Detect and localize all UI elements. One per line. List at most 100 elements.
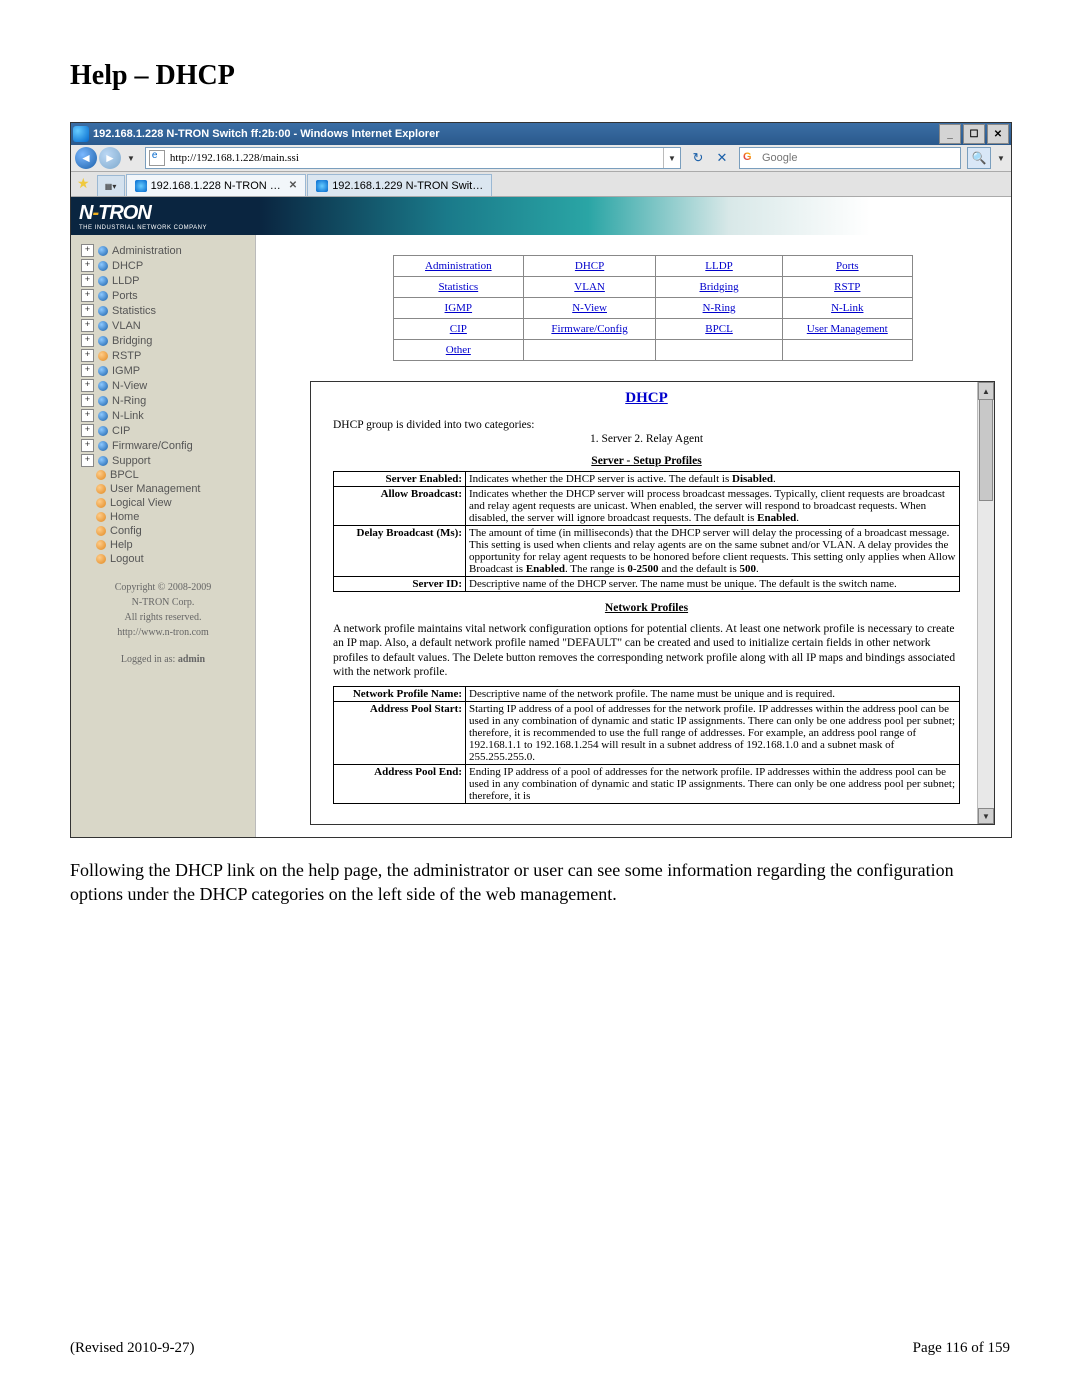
history-dropdown[interactable]: ▼ — [123, 154, 139, 163]
sidebar-item-user-management[interactable]: User Management — [71, 482, 255, 496]
help-link-igmp[interactable]: IGMP — [445, 302, 473, 314]
help-link-bridging[interactable]: Bridging — [699, 281, 738, 293]
scroll-thumb[interactable] — [979, 399, 993, 501]
search-dropdown[interactable]: ▼ — [995, 154, 1007, 163]
search-go-button[interactable]: 🔍 — [967, 147, 991, 169]
expand-icon[interactable]: + — [81, 334, 94, 347]
sidebar-item-config[interactable]: Config — [71, 524, 255, 538]
bullet-icon — [96, 484, 106, 494]
quicktabs-button[interactable]: ▦▾ — [97, 175, 125, 196]
bullet-icon — [98, 261, 108, 271]
sidebar-item-statistics[interactable]: +Statistics — [71, 303, 255, 318]
help-link-administration[interactable]: Administration — [425, 260, 492, 272]
help-link-statistics[interactable]: Statistics — [438, 281, 478, 293]
help-link-n-link[interactable]: N-Link — [831, 302, 863, 314]
profile-value: Indicates whether the DHCP server will p… — [466, 487, 960, 526]
help-link-rstp[interactable]: RSTP — [834, 281, 860, 293]
help-link-dhcp[interactable]: DHCP — [575, 260, 604, 272]
expand-icon[interactable]: + — [81, 244, 94, 257]
sidebar-item-label: LLDP — [112, 275, 255, 287]
sidebar-item-igmp[interactable]: +IGMP — [71, 363, 255, 378]
sidebar-item-logout[interactable]: Logout — [71, 552, 255, 566]
ntron-url[interactable]: http://www.n-tron.com — [117, 627, 209, 638]
help-link-firmware-config[interactable]: Firmware/Config — [551, 323, 627, 335]
bullet-icon — [96, 540, 106, 550]
url-input[interactable] — [168, 149, 663, 167]
sidebar-item-bpcl[interactable]: BPCL — [71, 468, 255, 482]
sidebar-item-support[interactable]: +Support — [71, 453, 255, 468]
help-scrollbar[interactable]: ▲ ▼ — [977, 382, 994, 824]
expand-icon[interactable]: + — [81, 274, 94, 287]
expand-icon[interactable]: + — [81, 364, 94, 377]
expand-icon[interactable]: + — [81, 439, 94, 452]
sidebar-item-vlan[interactable]: +VLAN — [71, 318, 255, 333]
expand-icon[interactable]: + — [81, 379, 94, 392]
help-link-n-ring[interactable]: N-Ring — [703, 302, 736, 314]
sidebar-item-cip[interactable]: +CIP — [71, 423, 255, 438]
favorites-icon[interactable]: ★ — [77, 175, 90, 192]
sidebar-item-logical-view[interactable]: Logical View — [71, 496, 255, 510]
search-input[interactable] — [760, 148, 960, 168]
expand-icon[interactable]: + — [81, 454, 94, 467]
address-bar[interactable]: ▼ — [145, 147, 681, 169]
forward-button[interactable]: ► — [99, 147, 121, 169]
sidebar-item-help[interactable]: Help — [71, 538, 255, 552]
sidebar-item-administration[interactable]: + Administration — [71, 243, 255, 258]
sidebar-item-dhcp[interactable]: +DHCP — [71, 258, 255, 273]
close-button[interactable]: ✕ — [987, 124, 1009, 144]
bullet-icon — [98, 306, 108, 316]
help-link-cip[interactable]: CIP — [450, 323, 467, 335]
help-link-user-management[interactable]: User Management — [807, 323, 888, 335]
sidebar-item-label: N-View — [112, 380, 255, 392]
bullet-icon — [98, 411, 108, 421]
expand-icon[interactable]: + — [81, 409, 94, 422]
sidebar-item-home[interactable]: Home — [71, 510, 255, 524]
address-dropdown[interactable]: ▼ — [663, 148, 680, 168]
network-profiles-table: Network Profile Name:Descriptive name of… — [333, 686, 960, 804]
sidebar-item-bridging[interactable]: + Bridging — [71, 333, 255, 348]
expand-icon[interactable]: + — [81, 394, 94, 407]
tab-close-icon[interactable]: ✕ — [285, 180, 297, 191]
sidebar-item-label: User Management — [110, 483, 255, 495]
help-link-n-view[interactable]: N-View — [572, 302, 607, 314]
scroll-up-button[interactable]: ▲ — [978, 382, 994, 400]
expand-icon[interactable]: + — [81, 424, 94, 437]
sidebar-item-label: Ports — [112, 290, 255, 302]
page-icon — [149, 150, 165, 166]
sidebar-item-lldp[interactable]: + LLDP — [71, 273, 255, 288]
window-title: 192.168.1.228 N-TRON Switch ff:2b:00 - W… — [93, 128, 937, 140]
profile-value: Starting IP address of a pool of address… — [466, 701, 960, 764]
sidebar-item-rstp[interactable]: +RSTP — [71, 348, 255, 363]
expand-icon[interactable]: + — [81, 259, 94, 272]
sidebar-item-label: Administration — [112, 245, 255, 257]
expand-icon[interactable]: + — [81, 349, 94, 362]
help-link-vlan[interactable]: VLAN — [574, 281, 605, 293]
expand-icon[interactable]: + — [81, 319, 94, 332]
help-link-lldp[interactable]: LLDP — [705, 260, 733, 272]
scroll-down-button[interactable]: ▼ — [978, 808, 994, 824]
sidebar-item-label: Bridging — [112, 335, 255, 347]
sidebar-item-firmware-config[interactable]: +Firmware/Config — [71, 438, 255, 453]
help-link-other[interactable]: Other — [446, 344, 471, 356]
bullet-icon — [96, 554, 106, 564]
sidebar-item-n-link[interactable]: +N-Link — [71, 408, 255, 423]
help-link-bpcl[interactable]: BPCL — [705, 323, 733, 335]
window-titlebar: 192.168.1.228 N-TRON Switch ff:2b:00 - W… — [71, 123, 1011, 145]
help-link-ports[interactable]: Ports — [836, 260, 859, 272]
refresh-button[interactable]: ↻ — [689, 149, 707, 167]
stop-button[interactable]: ✕ — [713, 149, 731, 167]
tab-label: 192.168.1.228 N-TRON … — [151, 180, 281, 192]
sidebar-item-n-ring[interactable]: +N-Ring — [71, 393, 255, 408]
expand-icon[interactable]: + — [81, 304, 94, 317]
search-box[interactable]: G — [739, 147, 961, 169]
expand-icon[interactable]: + — [81, 289, 94, 302]
sidebar-item-n-view[interactable]: + N-View — [71, 378, 255, 393]
tab-active[interactable]: 192.168.1.228 N-TRON … ✕ — [126, 174, 307, 196]
category-list: 1. Server 2. Relay Agent — [333, 433, 960, 445]
maximize-button[interactable]: ☐ — [963, 124, 985, 144]
sidebar-item-ports[interactable]: + Ports — [71, 288, 255, 303]
tab-inactive[interactable]: 192.168.1.229 N-TRON Swit… — [307, 174, 492, 196]
back-button[interactable]: ◄ — [75, 147, 97, 169]
minimize-button[interactable]: _ — [939, 124, 961, 144]
bullet-icon — [98, 351, 108, 361]
